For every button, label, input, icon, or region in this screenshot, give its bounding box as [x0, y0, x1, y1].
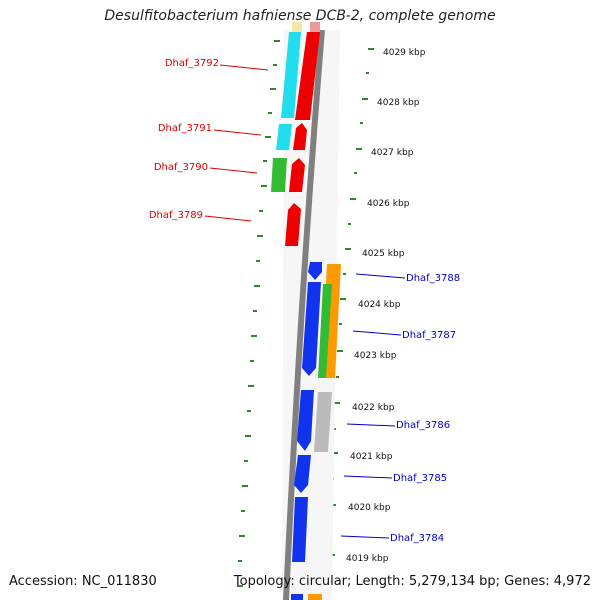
gene-label-dhaf-3789: Dhaf_3789	[149, 210, 203, 221]
gene-dhaf-3785-blue	[294, 455, 311, 493]
scale-label: 4028 kbp	[377, 98, 420, 108]
scale-label: 4020 kbp	[348, 503, 391, 513]
gene-label-dhaf-3792: Dhaf_3792	[165, 58, 219, 69]
gene-dhaf-3792-red	[295, 32, 320, 120]
gene-label-dhaf-3787: Dhaf_3787	[402, 330, 456, 341]
scale-labels: 4029 kbp 4028 kbp 4027 kbp 4026 kbp 4025…	[346, 48, 426, 564]
scale-label: 4027 kbp	[371, 148, 414, 158]
gene-dhaf-3791-red	[293, 123, 307, 150]
gene-dhaf-3789-red	[285, 203, 301, 246]
gene-dhaf-3786-blue	[297, 390, 314, 451]
scale-label: 4024 kbp	[358, 300, 401, 310]
map-title: Desulfitobacterium hafniense DCB-2, comp…	[104, 8, 496, 24]
gene-label-dhaf-3791: Dhaf_3791	[158, 123, 212, 134]
gene-label-dhaf-3784: Dhaf_3784	[390, 533, 444, 544]
gene-dhaf-3791-cyan	[276, 124, 292, 150]
negative-strand-features	[271, 32, 320, 246]
accession-text: Accession: NC_011830	[9, 574, 157, 589]
genome-backbone	[283, 29, 325, 600]
bottom-partial-orange	[308, 594, 322, 600]
gene-dhaf-3792-cyan	[281, 32, 301, 118]
inner-tick-ring	[237, 40, 280, 587]
scale-label: 4025 kbp	[362, 249, 405, 259]
topology-text: Topology: circular; Length: 5,279,134 bp…	[233, 574, 591, 589]
scale-label: 4029 kbp	[383, 48, 426, 58]
scale-label: 4019 kbp	[346, 554, 389, 564]
scale-label: 4022 kbp	[352, 403, 395, 413]
scale-label: 4023 kbp	[354, 351, 397, 361]
bottom-partial-blue	[291, 594, 303, 600]
positive-strand-features	[291, 262, 341, 600]
scale-label: 4026 kbp	[367, 199, 410, 209]
gene-label-dhaf-3786: Dhaf_3786	[396, 420, 450, 431]
top-partial-features	[292, 22, 320, 32]
gene-dhaf-3790-red	[289, 158, 305, 192]
gene-dhaf-3787-blue	[302, 282, 321, 376]
gene-label-dhaf-3785: Dhaf_3785	[393, 473, 447, 484]
gene-dhaf-3784-blue	[292, 497, 308, 562]
gene-label-dhaf-3790: Dhaf_3790	[154, 162, 208, 173]
gene-labels: Dhaf_3792 Dhaf_3791 Dhaf_3790 Dhaf_3789 …	[149, 58, 460, 544]
gene-dhaf-3790-green	[271, 158, 287, 192]
gene-dhaf-3786-gray	[314, 392, 332, 452]
gene-dhaf-3787-green	[318, 284, 332, 378]
gene-label-dhaf-3788: Dhaf_3788	[406, 273, 460, 284]
label-leaders	[204, 64, 406, 539]
gene-dhaf-3788-blue	[308, 262, 322, 280]
scale-label: 4021 kbp	[350, 452, 393, 462]
